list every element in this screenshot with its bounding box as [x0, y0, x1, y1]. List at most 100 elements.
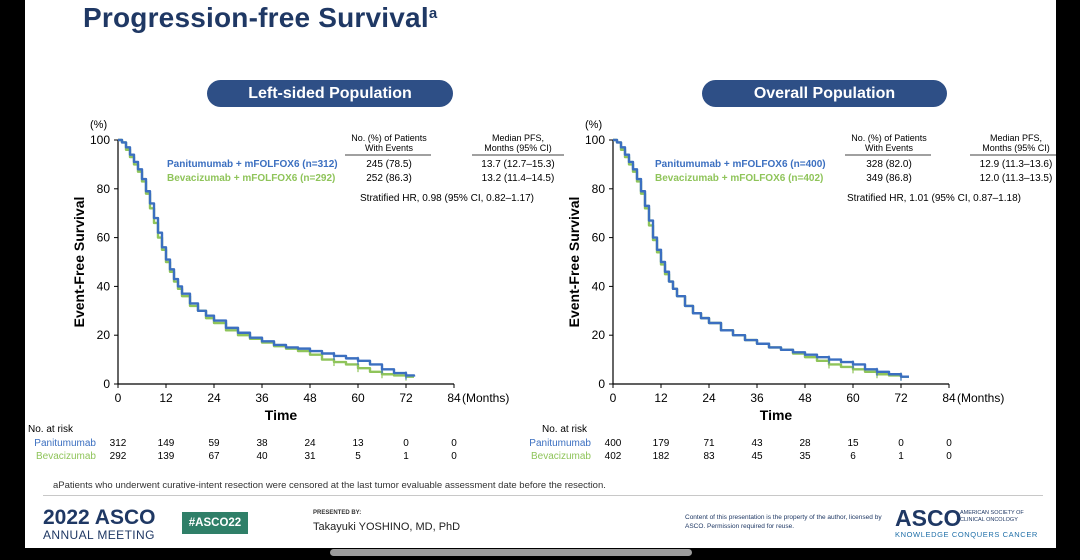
p1-table-header-median: Median PFS,: [990, 133, 1042, 143]
p0-x-axis-label: Time: [265, 407, 298, 423]
p1-x-tick-label: 72: [894, 391, 908, 405]
p1-median-value: 12.9 (11.3–13.6): [980, 159, 1053, 170]
presented-by-label: PRESENTED BY:: [313, 510, 362, 516]
p1-x-tick-label: 0: [610, 391, 617, 405]
p0-hazard-ratio: Stratified HR, 0.98 (95% CI, 0.82–1.17): [360, 193, 534, 204]
presenter-name: Takayuki YOSHINO, MD, PhD: [313, 521, 461, 533]
p1-at-risk-value: 402: [605, 451, 622, 462]
p1-y-tick-label: 0: [598, 377, 605, 391]
p0-events-value: 252 (86.3): [366, 173, 412, 184]
p0-table-header-median: Months (95% CI): [484, 143, 552, 153]
p0-y-tick-label: 60: [97, 231, 111, 245]
p0-at-risk-value: 13: [352, 438, 364, 449]
meeting-logo: 2022 ASCO: [43, 506, 156, 529]
p0-at-risk-value: 5: [355, 451, 361, 462]
p1-at-risk-value: 179: [653, 438, 670, 449]
p0-x-tick-label: 24: [207, 391, 221, 405]
panel-title-left-sided: Left-sided Population: [207, 80, 453, 107]
p0-at-risk-value: 0: [451, 451, 457, 462]
p0-at-risk-value: 67: [208, 451, 220, 462]
p1-at-risk-value: 400: [605, 438, 622, 449]
p0-x-tick-label: 84: [447, 391, 461, 405]
p0-at-risk-value: 0: [403, 438, 409, 449]
title-superscript: a: [428, 5, 438, 22]
p1-table-header-events: No. (%) of Patients: [851, 133, 927, 143]
p1-at-risk-value: 182: [653, 451, 670, 462]
p0-x-tick-label: 60: [351, 391, 365, 405]
p0-y-tick-label: 20: [97, 328, 111, 342]
p0-at-risk-value: 149: [158, 438, 175, 449]
p1-x-tick-label: 24: [702, 391, 716, 405]
p1-y-axis-label: Event-Free Survival: [566, 197, 582, 328]
p0-at-risk-value: 38: [256, 438, 268, 449]
p1-at-risk-value: 0: [946, 438, 952, 449]
p1-at-risk-value: 45: [751, 451, 763, 462]
meeting-subtitle: ANNUAL MEETING: [43, 528, 155, 542]
p1-at-risk-value: 83: [703, 451, 715, 462]
p1-at-risk-value: 71: [703, 438, 715, 449]
p0-at-risk-header: No. at risk: [28, 424, 74, 435]
slide: Progression-free Survivala Left-sided Po…: [25, 0, 1056, 548]
p1-x-tick-label: 48: [798, 391, 812, 405]
p1-y-tick-label: 100: [585, 133, 605, 147]
p1-at-risk-value: 28: [799, 438, 811, 449]
p0-series-line-panitumumab: [118, 138, 416, 377]
copyright-notice: Content of this presentation is the prop…: [685, 514, 882, 530]
p0-y-tick-label: 40: [97, 279, 111, 293]
p1-table-header-events: With Events: [865, 143, 914, 153]
hashtag-badge: #ASCO22: [182, 512, 248, 534]
p0-x-tick-label: 36: [255, 391, 269, 405]
p1-y-unit: (%): [585, 119, 602, 131]
p0-at-risk-value: 40: [256, 451, 268, 462]
p1-y-tick-label: 20: [592, 328, 606, 342]
p0-table-header-median: Median PFS,: [492, 133, 544, 143]
slide-title: Progression-free Survivala: [83, 2, 438, 33]
p1-y-tick-label: 60: [592, 231, 606, 245]
p1-at-risk-value: 0: [898, 438, 904, 449]
p1-at-risk-label-bevacizumab: Bevacizumab: [531, 451, 591, 462]
p0-at-risk-value: 24: [304, 438, 316, 449]
p0-at-risk-label-bevacizumab: Bevacizumab: [36, 451, 96, 462]
p0-at-risk-value: 292: [110, 451, 127, 462]
p1-x-tick-label: 12: [654, 391, 668, 405]
p1-y-tick-label: 40: [592, 279, 606, 293]
p0-at-risk-value: 59: [208, 438, 220, 449]
p0-events-value: 245 (78.5): [366, 159, 412, 170]
p1-at-risk-value: 6: [850, 451, 856, 462]
horizontal-scrollbar[interactable]: [330, 549, 692, 556]
p0-x-tick-label: 0: [115, 391, 122, 405]
p1-at-risk-value: 43: [751, 438, 763, 449]
p1-legend-bevacizumab: Bevacizumab + mFOLFOX6 (n=402): [655, 173, 823, 184]
p1-events-value: 328 (82.0): [866, 159, 912, 170]
p0-y-axis-label: Event-Free Survival: [71, 197, 87, 328]
p1-at-risk-value: 0: [946, 451, 952, 462]
p0-table-header-events: With Events: [365, 143, 414, 153]
p1-at-risk-label-panitumumab: Panitumumab: [529, 438, 591, 449]
p0-y-tick-label: 100: [90, 133, 110, 147]
p1-y-tick-label: 80: [592, 182, 606, 196]
p1-x-tick-label: 60: [846, 391, 860, 405]
p0-x-tick-label: 48: [303, 391, 317, 405]
p0-x-unit: (Months): [462, 391, 509, 405]
p1-table-header-median: Months (95% CI): [982, 143, 1050, 153]
p0-at-risk-value: 1: [403, 451, 409, 462]
p0-legend-bevacizumab: Bevacizumab + mFOLFOX6 (n=292): [167, 173, 335, 184]
p1-x-tick-label: 84: [942, 391, 956, 405]
p0-at-risk-value: 139: [158, 451, 175, 462]
p1-legend-panitumumab: Panitumumab + mFOLFOX6 (n=400): [655, 159, 826, 170]
p1-hazard-ratio: Stratified HR, 1.01 (95% CI, 0.87–1.18): [847, 193, 1021, 204]
p0-table-header-events: No. (%) of Patients: [351, 133, 427, 143]
p1-series-line-panitumumab: [613, 138, 909, 378]
p1-median-value: 12.0 (11.3–13.5): [980, 173, 1053, 184]
p1-x-axis-label: Time: [760, 407, 793, 423]
p0-x-tick-label: 12: [159, 391, 173, 405]
p0-y-unit: (%): [90, 119, 107, 131]
p0-median-value: 13.2 (11.4–14.5): [482, 173, 555, 184]
p0-at-risk-label-panitumumab: Panitumumab: [34, 438, 96, 449]
p0-at-risk-value: 0: [451, 438, 457, 449]
p1-at-risk-value: 35: [799, 451, 811, 462]
p0-x-tick-label: 72: [399, 391, 413, 405]
footer-divider: [43, 495, 1043, 496]
p1-at-risk-value: 1: [898, 451, 904, 462]
